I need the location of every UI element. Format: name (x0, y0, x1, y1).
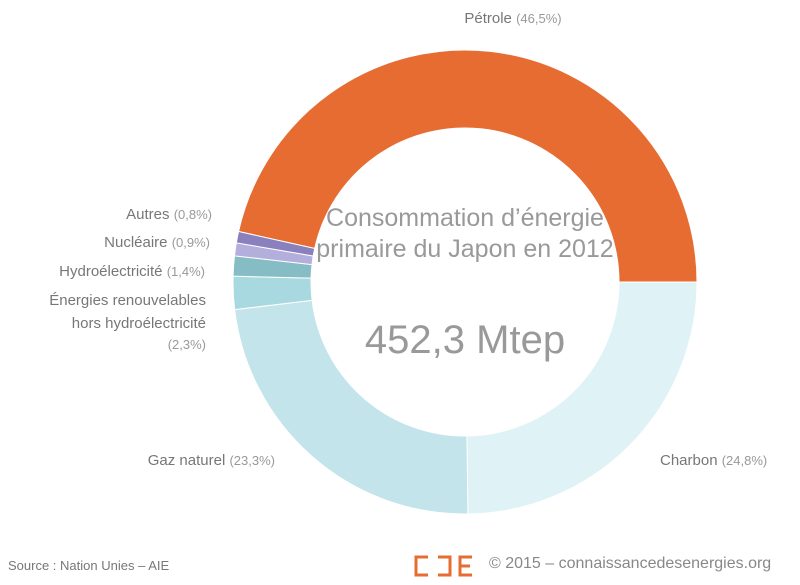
category-label: Énergies renouvelables hors hydroélectri… (49, 292, 206, 332)
slice-label: Autres (0,8%) (12, 203, 212, 226)
source: Source : Nation Unies – AIE (8, 558, 170, 573)
category-label: Hydroélectricité (59, 263, 163, 280)
chart-title: Consommation d’énergie primaire du Japon… (316, 204, 614, 263)
slice-label: Pétrole (46,5%) (413, 7, 613, 30)
slice (237, 49, 698, 283)
slice (234, 299, 469, 515)
category-label: Autres (126, 206, 170, 223)
slice-label: Charbon (24,8%) (660, 449, 800, 472)
slice-label: Nucléaire (0,9%) (10, 231, 210, 254)
credit: © 2015 – connaissancedesenergies.org (489, 555, 772, 572)
value-label: (0,8%) (173, 207, 212, 222)
slice-label: Gaz naturel (23,3%) (60, 449, 275, 472)
category-label: Nucléaire (104, 234, 168, 251)
total: 452,3 Mtep (364, 318, 566, 362)
value-label: (24,8%) (721, 453, 768, 468)
value-label: (23,3%) (229, 453, 275, 468)
category-label: Gaz naturel (147, 452, 226, 469)
slice-label: Hydroélectricité (1,4%) (5, 260, 205, 283)
category-label: Charbon (660, 452, 718, 469)
category-label: Pétrole (464, 10, 512, 27)
slice (466, 281, 698, 515)
value-label: (0,9%) (171, 235, 210, 250)
logo (414, 555, 472, 577)
value-label: (46,5%) (516, 11, 562, 26)
value-label: (1,4%) (166, 264, 205, 279)
slice-label: Énergies renouvelables hors hydroélectri… (20, 289, 206, 355)
value-label: (2,3%) (167, 337, 206, 352)
